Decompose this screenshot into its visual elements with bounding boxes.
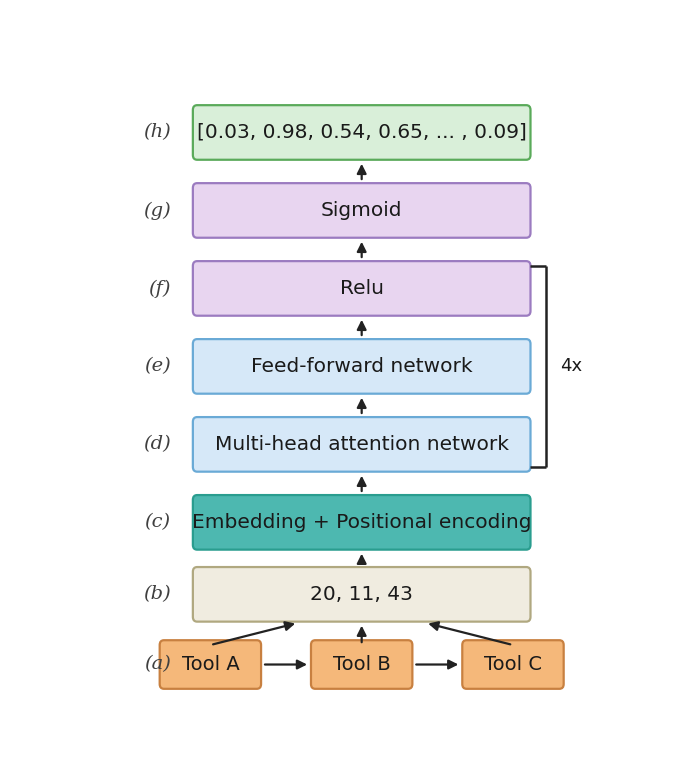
FancyBboxPatch shape [193, 261, 530, 315]
Text: (h): (h) [142, 123, 171, 142]
Text: (g): (g) [142, 201, 171, 220]
FancyBboxPatch shape [462, 640, 564, 689]
Text: Sigmoid: Sigmoid [321, 201, 402, 220]
Text: Tool A: Tool A [182, 655, 239, 674]
Text: Feed-forward network: Feed-forward network [251, 357, 473, 376]
Text: 20, 11, 43: 20, 11, 43 [310, 585, 413, 604]
FancyBboxPatch shape [193, 495, 530, 550]
Text: (d): (d) [142, 435, 171, 453]
Text: Tool B: Tool B [333, 655, 390, 674]
Text: 4x: 4x [560, 358, 582, 375]
Text: [0.03, 0.98, 0.54, 0.65, ... , 0.09]: [0.03, 0.98, 0.54, 0.65, ... , 0.09] [197, 123, 527, 142]
Text: (a): (a) [144, 655, 171, 674]
FancyBboxPatch shape [193, 417, 530, 471]
FancyBboxPatch shape [193, 567, 530, 622]
FancyBboxPatch shape [193, 183, 530, 238]
Text: (f): (f) [148, 280, 171, 298]
FancyBboxPatch shape [193, 105, 530, 160]
Text: (b): (b) [142, 585, 171, 604]
FancyBboxPatch shape [160, 640, 261, 689]
FancyBboxPatch shape [193, 339, 530, 393]
Text: (c): (c) [145, 513, 171, 531]
Text: Embedding + Positional encoding: Embedding + Positional encoding [192, 513, 532, 532]
Text: Multi-head attention network: Multi-head attention network [214, 435, 509, 454]
Text: Relu: Relu [340, 279, 384, 298]
FancyBboxPatch shape [311, 640, 412, 689]
Text: (e): (e) [144, 358, 171, 375]
Text: Tool C: Tool C [484, 655, 542, 674]
